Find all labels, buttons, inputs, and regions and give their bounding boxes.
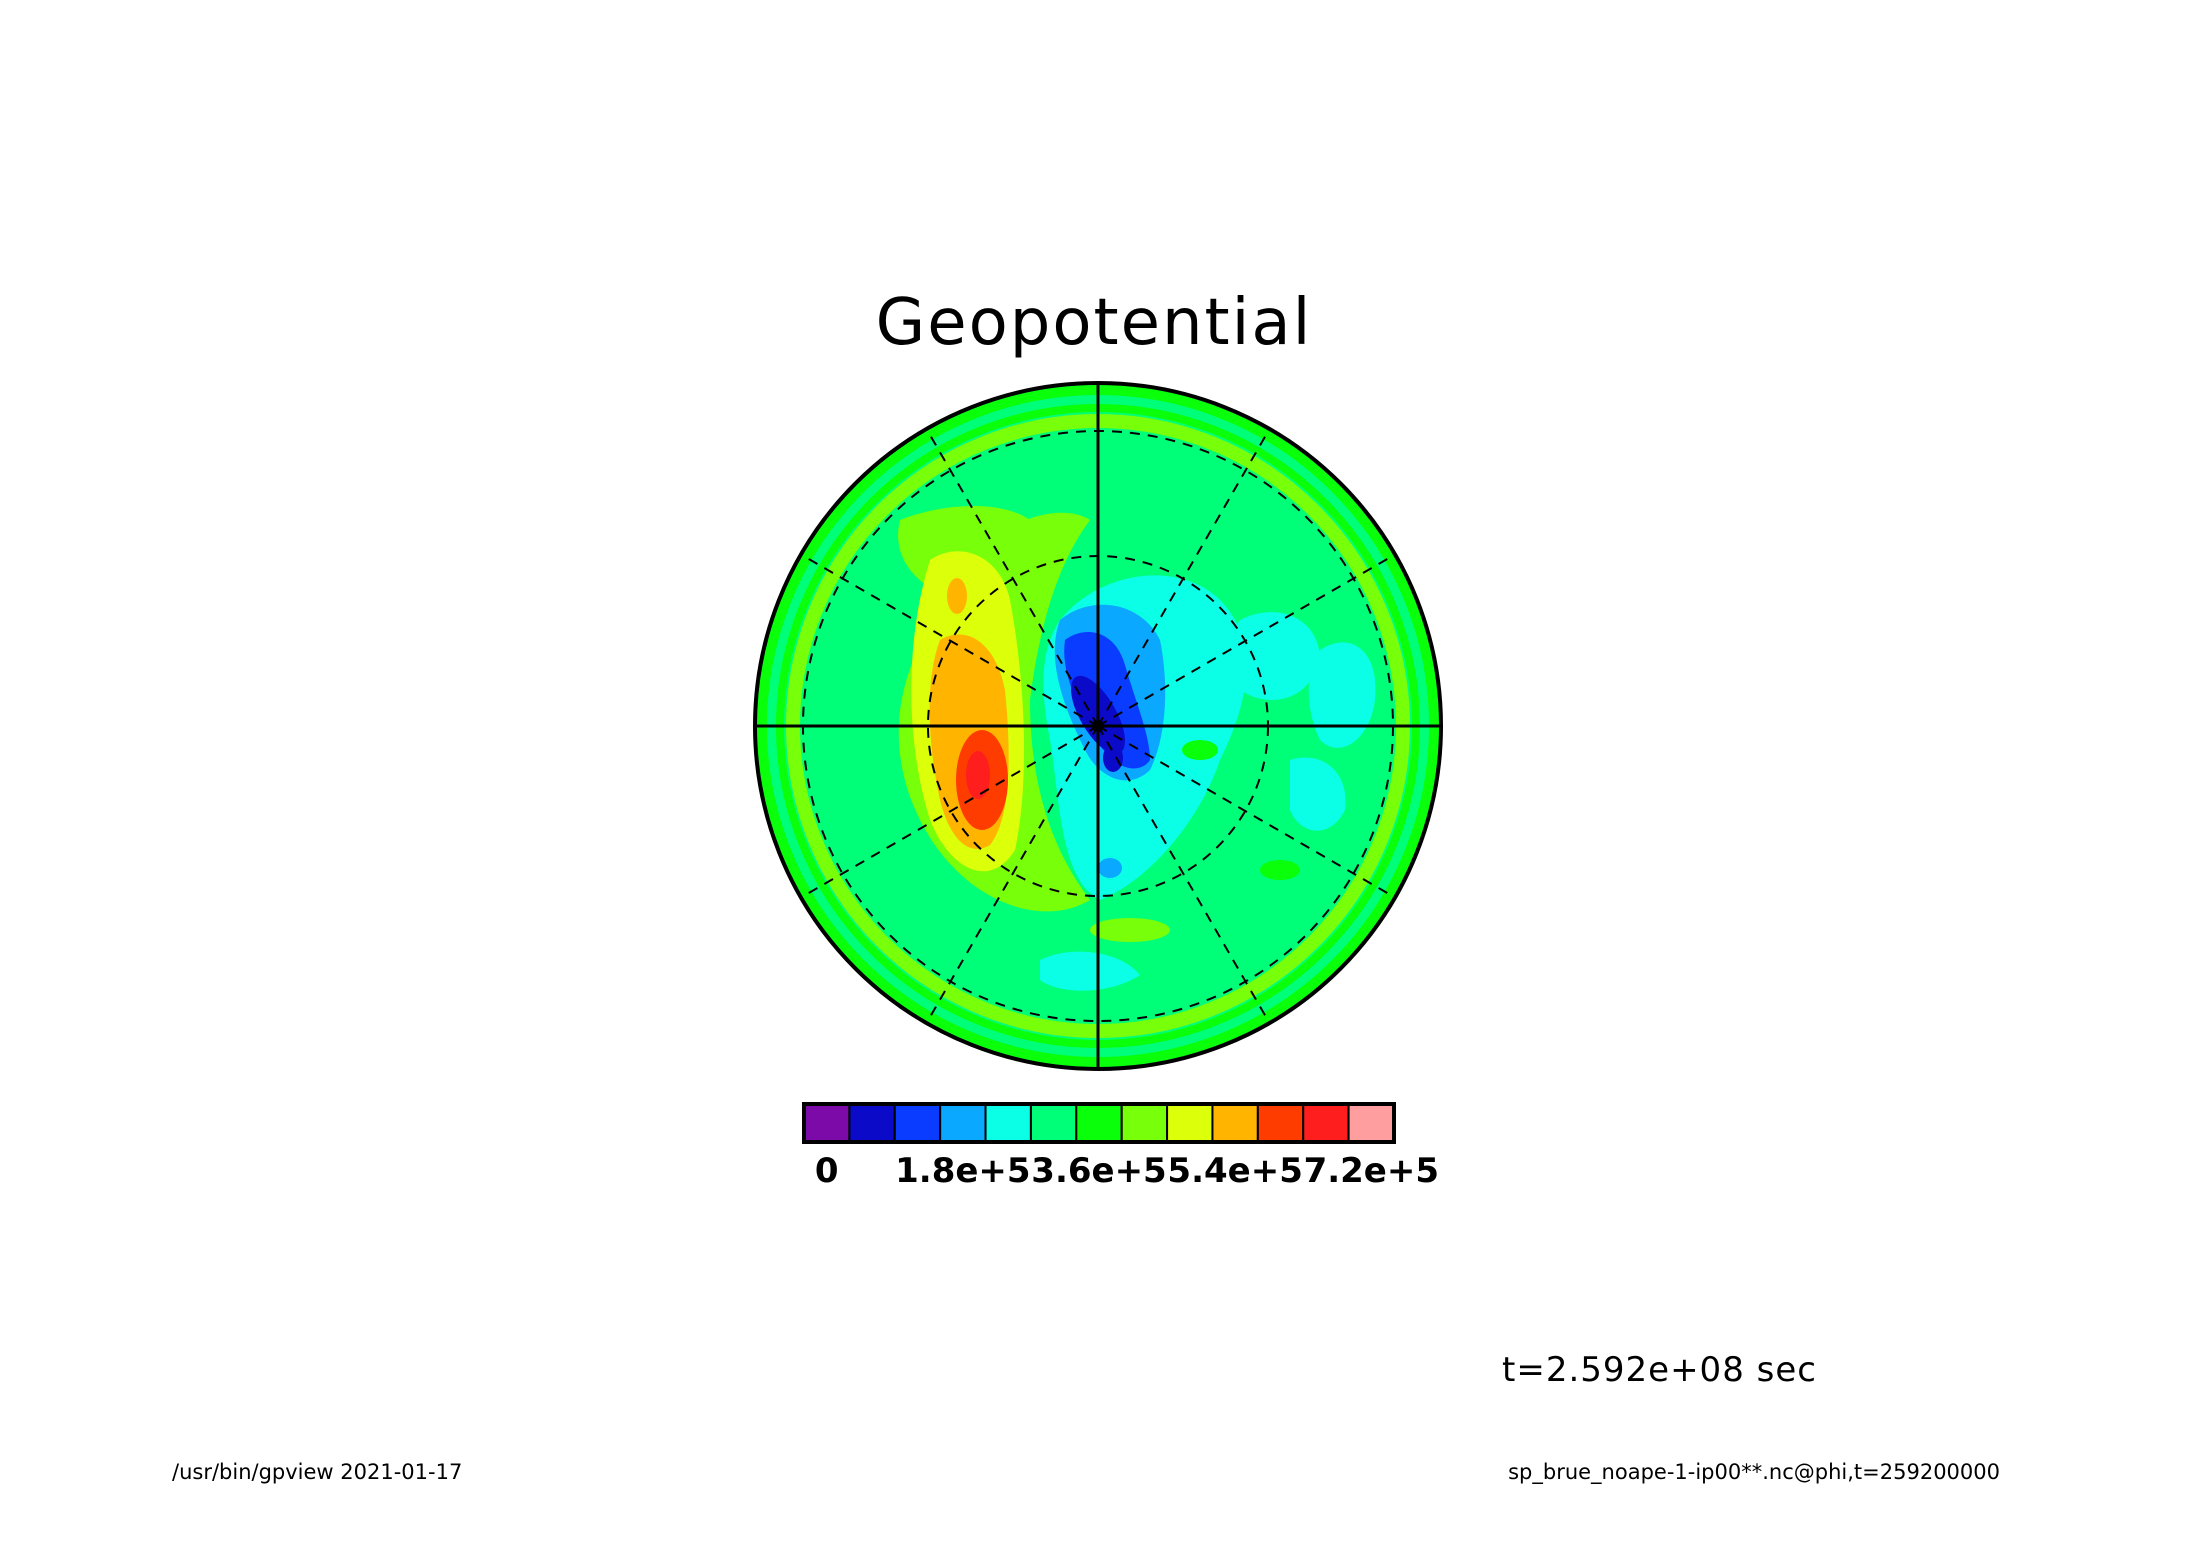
footer-source: sp_brue_noape-1-ip00**.nc@phi,t=25920000…: [1508, 1460, 2000, 1484]
colorbar-swatch: [848, 1103, 896, 1143]
colorbar-tick-label: 3.6e+5: [1031, 1151, 1166, 1191]
contour-high-orange: [947, 578, 967, 614]
map-boundary: [753, 381, 1443, 1071]
contour-patch: [1090, 918, 1170, 942]
contour-low-cyan: [1308, 642, 1376, 748]
meridian-line: [1097, 553, 1396, 727]
meridian-line: [1097, 428, 1271, 727]
colorbar-tick-label: 5.4e+5: [1167, 1151, 1302, 1191]
colorbar-tick-label: 0: [815, 1151, 839, 1191]
meridian-line: [800, 725, 1099, 899]
colorbar-swatch: [1302, 1103, 1350, 1143]
colorbar-tick-label: 7.2e+5: [1304, 1151, 1439, 1191]
chart-title: Geopotential: [875, 286, 1313, 360]
colorbar-swatch: [1166, 1103, 1214, 1143]
contour-patch: [1260, 860, 1300, 880]
time-label: t=2.592e+08 sec: [1502, 1350, 1817, 1390]
contour-low-lightblue: [1098, 858, 1122, 878]
colorbar-frame: [802, 1102, 1396, 1144]
contour-high-max: [966, 751, 990, 799]
meridian-line: [925, 725, 1099, 1024]
meridian-line: [1097, 725, 1271, 1024]
meridian-line: [800, 553, 1099, 727]
meridian-line: [1097, 725, 1396, 899]
colorbar-swatch: [1256, 1103, 1305, 1143]
colorbar-swatch: [1211, 1103, 1259, 1143]
colorbar-swatch: [1029, 1103, 1078, 1143]
colorbar-swatch: [893, 1103, 942, 1143]
colorbar-swatch: [939, 1103, 987, 1143]
footer-program-date: /usr/bin/gpview 2021-01-17: [172, 1460, 463, 1484]
colorbar-swatch: [803, 1103, 851, 1143]
colorbar-swatch: [1120, 1103, 1169, 1143]
map-grid: [753, 381, 1443, 1071]
contour-low-cyan: [1290, 757, 1346, 831]
colorbar: 0 1.8e+5 3.6e+5 5.4e+5 7.2e+5: [802, 1102, 1439, 1191]
contour-low-cyan: [1040, 951, 1140, 991]
colorbar-tick-label: 1.8e+5: [895, 1151, 1030, 1191]
contour-low-min: [1103, 744, 1123, 772]
colorbar-swatch: [1075, 1103, 1123, 1143]
contour-low-cyan: [1228, 612, 1320, 700]
meridian-line: [925, 428, 1099, 727]
pole-marker: [1092, 720, 1104, 732]
colorbar-swatch: [984, 1103, 1032, 1143]
colorbar-swatch: [1347, 1103, 1395, 1143]
contour-patch: [1182, 740, 1218, 760]
